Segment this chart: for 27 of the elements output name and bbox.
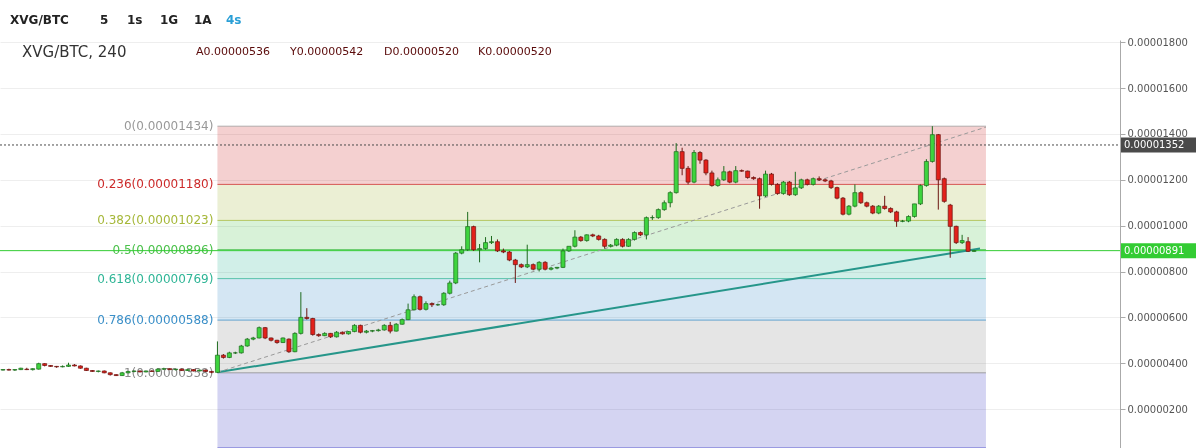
text: 1s <box>127 13 143 27</box>
ref-line-label: 0.00001352 <box>1124 138 1185 150</box>
annotation: K0.00000520 <box>478 45 552 58</box>
band-label: 0.786(0.00000588) <box>97 313 214 328</box>
annotation: A0.00000536 <box>196 45 271 58</box>
ref-line-label: 0(0.00001434) <box>123 119 214 134</box>
text: 1G <box>160 13 179 27</box>
y-tick-label: 0.00001200 <box>1127 174 1188 186</box>
text: 1A <box>194 13 213 27</box>
y-tick-label: 0.00001800 <box>1127 36 1188 48</box>
band-label: 0.618(0.00000769) <box>97 271 214 286</box>
y-tick-label: 0.00000400 <box>1127 357 1188 369</box>
text: XVG/BTC <box>10 13 70 27</box>
text: 5 <box>100 13 109 27</box>
y-tick-label: 0.00001000 <box>1127 220 1188 232</box>
text: 4s <box>226 13 242 27</box>
y-tick-label: 0.00000200 <box>1127 403 1188 415</box>
y-tick-label: 0.00000600 <box>1127 311 1188 323</box>
chart-title: XVG/BTC, 240 <box>22 43 127 61</box>
y-tick-label: 0.00001600 <box>1127 82 1188 94</box>
ref-line-label: 0.00000891 <box>1124 244 1185 256</box>
annotation: D0.00000520 <box>384 45 459 58</box>
band-label: 0.382(0.00001023) <box>97 213 214 228</box>
y-tick-label: 0.00001400 <box>1127 128 1188 140</box>
y-tick-label: 0.00000800 <box>1127 266 1188 278</box>
annotation: Y0.00000542 <box>289 45 364 58</box>
band-label: 0.236(0.00001180) <box>97 177 214 192</box>
